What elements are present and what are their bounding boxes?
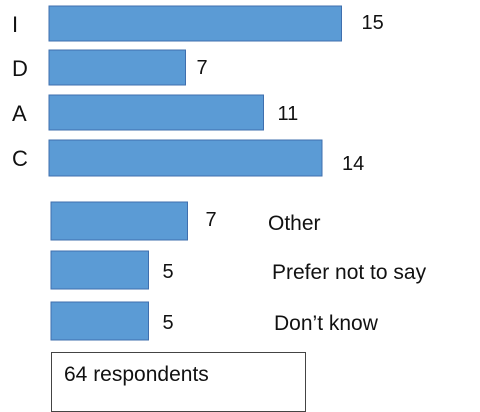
value-label-0: 15: [362, 12, 384, 34]
bar-chart: 15 I 7 D 11 A 14 C 7 Other 5 Prefer not to say 5 Don’…: [12, 5, 427, 341]
respondents-count-box: 64 respondents: [51, 352, 306, 412]
bar-6: [50, 301, 149, 341]
category-label-6: Don’t know: [274, 312, 379, 335]
value-label-2: 11: [278, 103, 299, 125]
respondents-count: 64 respondents: [64, 363, 209, 386]
bar-5: [50, 250, 149, 290]
bar-3: [48, 139, 323, 177]
category-label-0: I: [12, 12, 18, 37]
category-label-3: C: [12, 146, 28, 171]
value-label-6: 5: [163, 312, 174, 334]
value-label-3: 14: [342, 153, 364, 175]
category-label-5: Prefer not to say: [272, 261, 427, 284]
bar-0: [48, 5, 342, 42]
value-label-4: 7: [206, 209, 217, 231]
category-label-1: D: [12, 56, 28, 81]
category-label-4: Other: [268, 212, 321, 235]
bar-2: [48, 94, 264, 131]
category-label-2: A: [12, 101, 27, 126]
value-label-1: 7: [197, 57, 208, 79]
bar-4: [50, 201, 188, 241]
bar-1: [48, 49, 186, 86]
value-label-5: 5: [163, 261, 174, 283]
